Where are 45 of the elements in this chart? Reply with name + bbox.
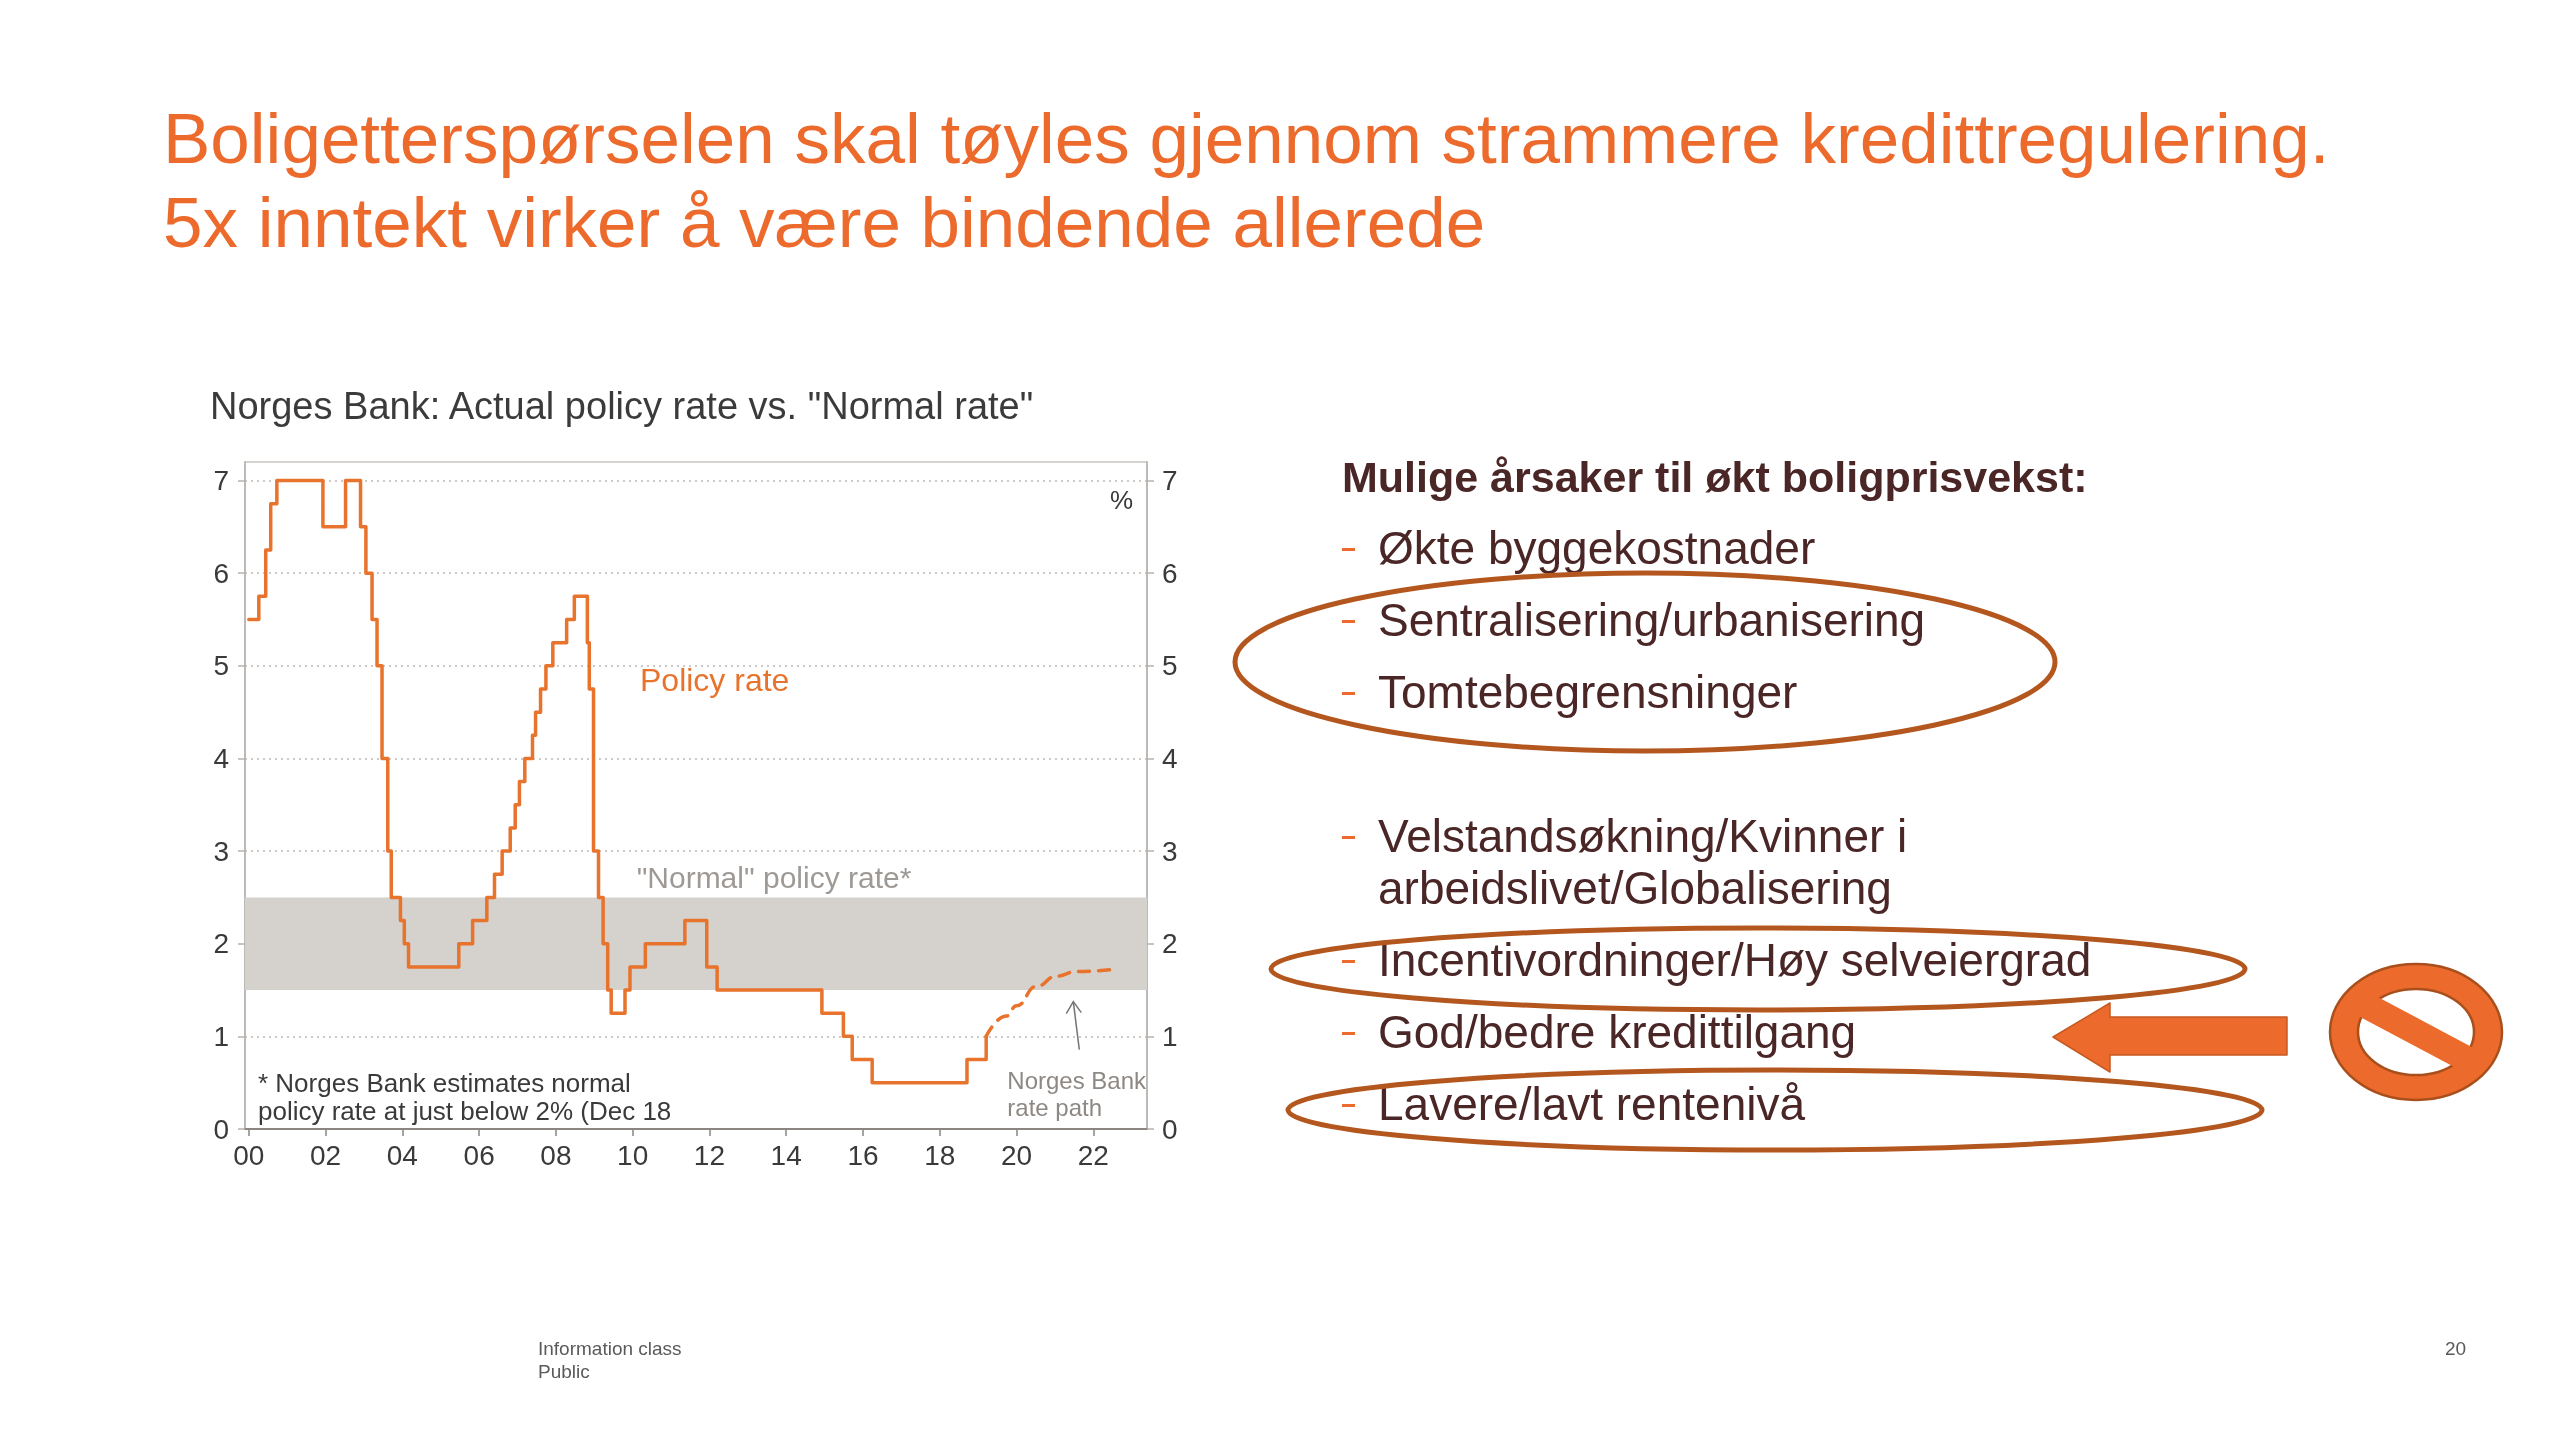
y2-tick-label: 3 [1162,835,1178,867]
y2-tick-label: 4 [1162,742,1178,774]
text: 20 [2445,1337,2467,1360]
y2-tick-label: 7 [1162,465,1178,497]
y-tick-label: 7 [213,465,229,497]
series-label: Norges Bank rate path [1007,1066,1153,1121]
y2-tick-label: 1 [1162,1020,1178,1052]
x-tick-label: 18 [924,1139,956,1171]
text: Lavere/lavt rentenivå [1378,1078,1807,1130]
x-tick-label: 22 [1077,1139,1109,1171]
y-tick-label: 4 [213,742,229,774]
y-tick-label: 3 [213,835,229,867]
y2-tick-label: 0 [1162,1113,1178,1145]
text: Tomtebegrensninger [1378,666,1799,718]
x-tick-label: 10 [617,1139,649,1171]
x-tick-label: 06 [463,1139,495,1171]
x-tick-label: 08 [540,1139,572,1171]
text: God/bedre kredittilgang [1378,1006,1858,1058]
x-tick-label: 14 [770,1139,802,1171]
band-label: "Normal" policy rate* [636,860,912,894]
y2-axis-title: % [1109,485,1133,515]
y-tick-label: 2 [213,928,229,960]
x-tick-label: 04 [386,1139,418,1171]
y2-tick-label: 5 [1162,650,1178,682]
chart-title: Boligetterspørselen skal tøyles gjennom strammere kredittregulering. 5x inntekt virker å være bindende allerede [163,98,2330,264]
text: Sentralisering/urbanisering [1378,594,1927,646]
y-tick-label: 6 [213,557,229,589]
x-tick-label: 00 [233,1139,265,1171]
text: Velstandsøkning/Kvinner i arbeidslivet/Globalisering [1378,810,1909,914]
y-tick-label: 1 [213,1020,229,1052]
x-tick-label: 02 [310,1139,342,1171]
y-tick-label: 0 [213,1113,229,1145]
y2-tick-label: 6 [1162,557,1178,589]
text: Økte byggekostnader [1378,522,1817,574]
y2-tick-label: 2 [1162,928,1178,960]
x-tick-label: 16 [847,1139,879,1171]
series-label: Policy rate [640,662,790,698]
text: Incentivordninger/Høy selveiergrad [1378,934,2092,986]
x-tick-label: 20 [1000,1139,1033,1171]
annotation: * Norges Bank estimates normal policy rate at just below 2% (Dec 18 [258,1068,672,1126]
y-tick-label: 5 [213,650,229,682]
chart-subtitle: Norges Bank: Actual policy rate vs. "Normal rate" [210,384,1034,428]
text: Mulige årsaker til økt boligprisvekst: [1342,452,2088,502]
x-tick-label: 12 [693,1139,726,1171]
text: Information class Public [538,1337,682,1383]
